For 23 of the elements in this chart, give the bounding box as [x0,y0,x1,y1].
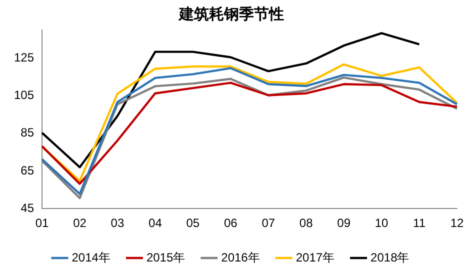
legend-label: 2018年 [370,250,410,264]
x-tick-label: 06 [224,216,238,230]
legend-label: 2016年 [221,250,260,264]
x-tick-label: 12 [450,216,464,230]
x-tick-label: 07 [262,216,276,230]
y-tick-label: 125 [14,50,34,65]
legend-label: 2014年 [72,250,110,264]
x-tick-label: 08 [299,216,314,230]
legend-label: 2015年 [146,250,186,264]
x-tick-label: 03 [110,216,124,230]
chart-title: 建筑耗钢季节性 [178,4,284,23]
legend-label: 2017年 [296,250,335,264]
y-tick-label: 105 [14,88,34,102]
y-tick-label: 85 [20,126,34,140]
y-tick-label: 65 [20,163,34,178]
x-tick-label: 09 [337,216,351,230]
x-tick-label: 10 [374,216,389,230]
x-tick-label: 04 [148,216,162,230]
x-tick-label: 11 [413,216,426,230]
x-tick-label: 05 [186,216,200,230]
x-tick-label: 02 [73,216,87,230]
y-tick-label: 45 [20,200,34,215]
x-tick-label: 01 [35,216,50,230]
